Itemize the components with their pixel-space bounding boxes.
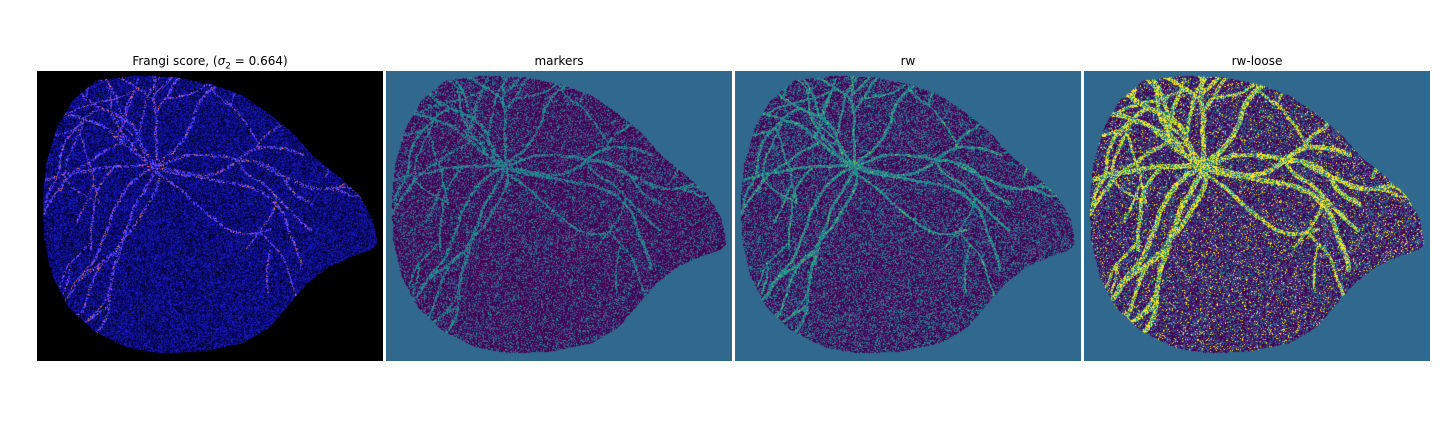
- rw-canvas: [735, 71, 1081, 361]
- frangi-score-image: [37, 71, 383, 361]
- frangi-score-canvas: [37, 71, 383, 361]
- rw-loose-image: [1084, 71, 1430, 361]
- panel-title-rw-loose: rw-loose: [1231, 54, 1283, 68]
- panel-title-rw: rw: [900, 54, 916, 68]
- markers-image: [386, 71, 732, 361]
- panel-title-markers: markers: [534, 54, 584, 68]
- panel-title-frangi-score: Frangi score, (σ2 = 0.664): [132, 54, 288, 72]
- rw-image: [735, 71, 1081, 361]
- rw-loose-canvas: [1084, 71, 1430, 361]
- markers-canvas: [386, 71, 732, 361]
